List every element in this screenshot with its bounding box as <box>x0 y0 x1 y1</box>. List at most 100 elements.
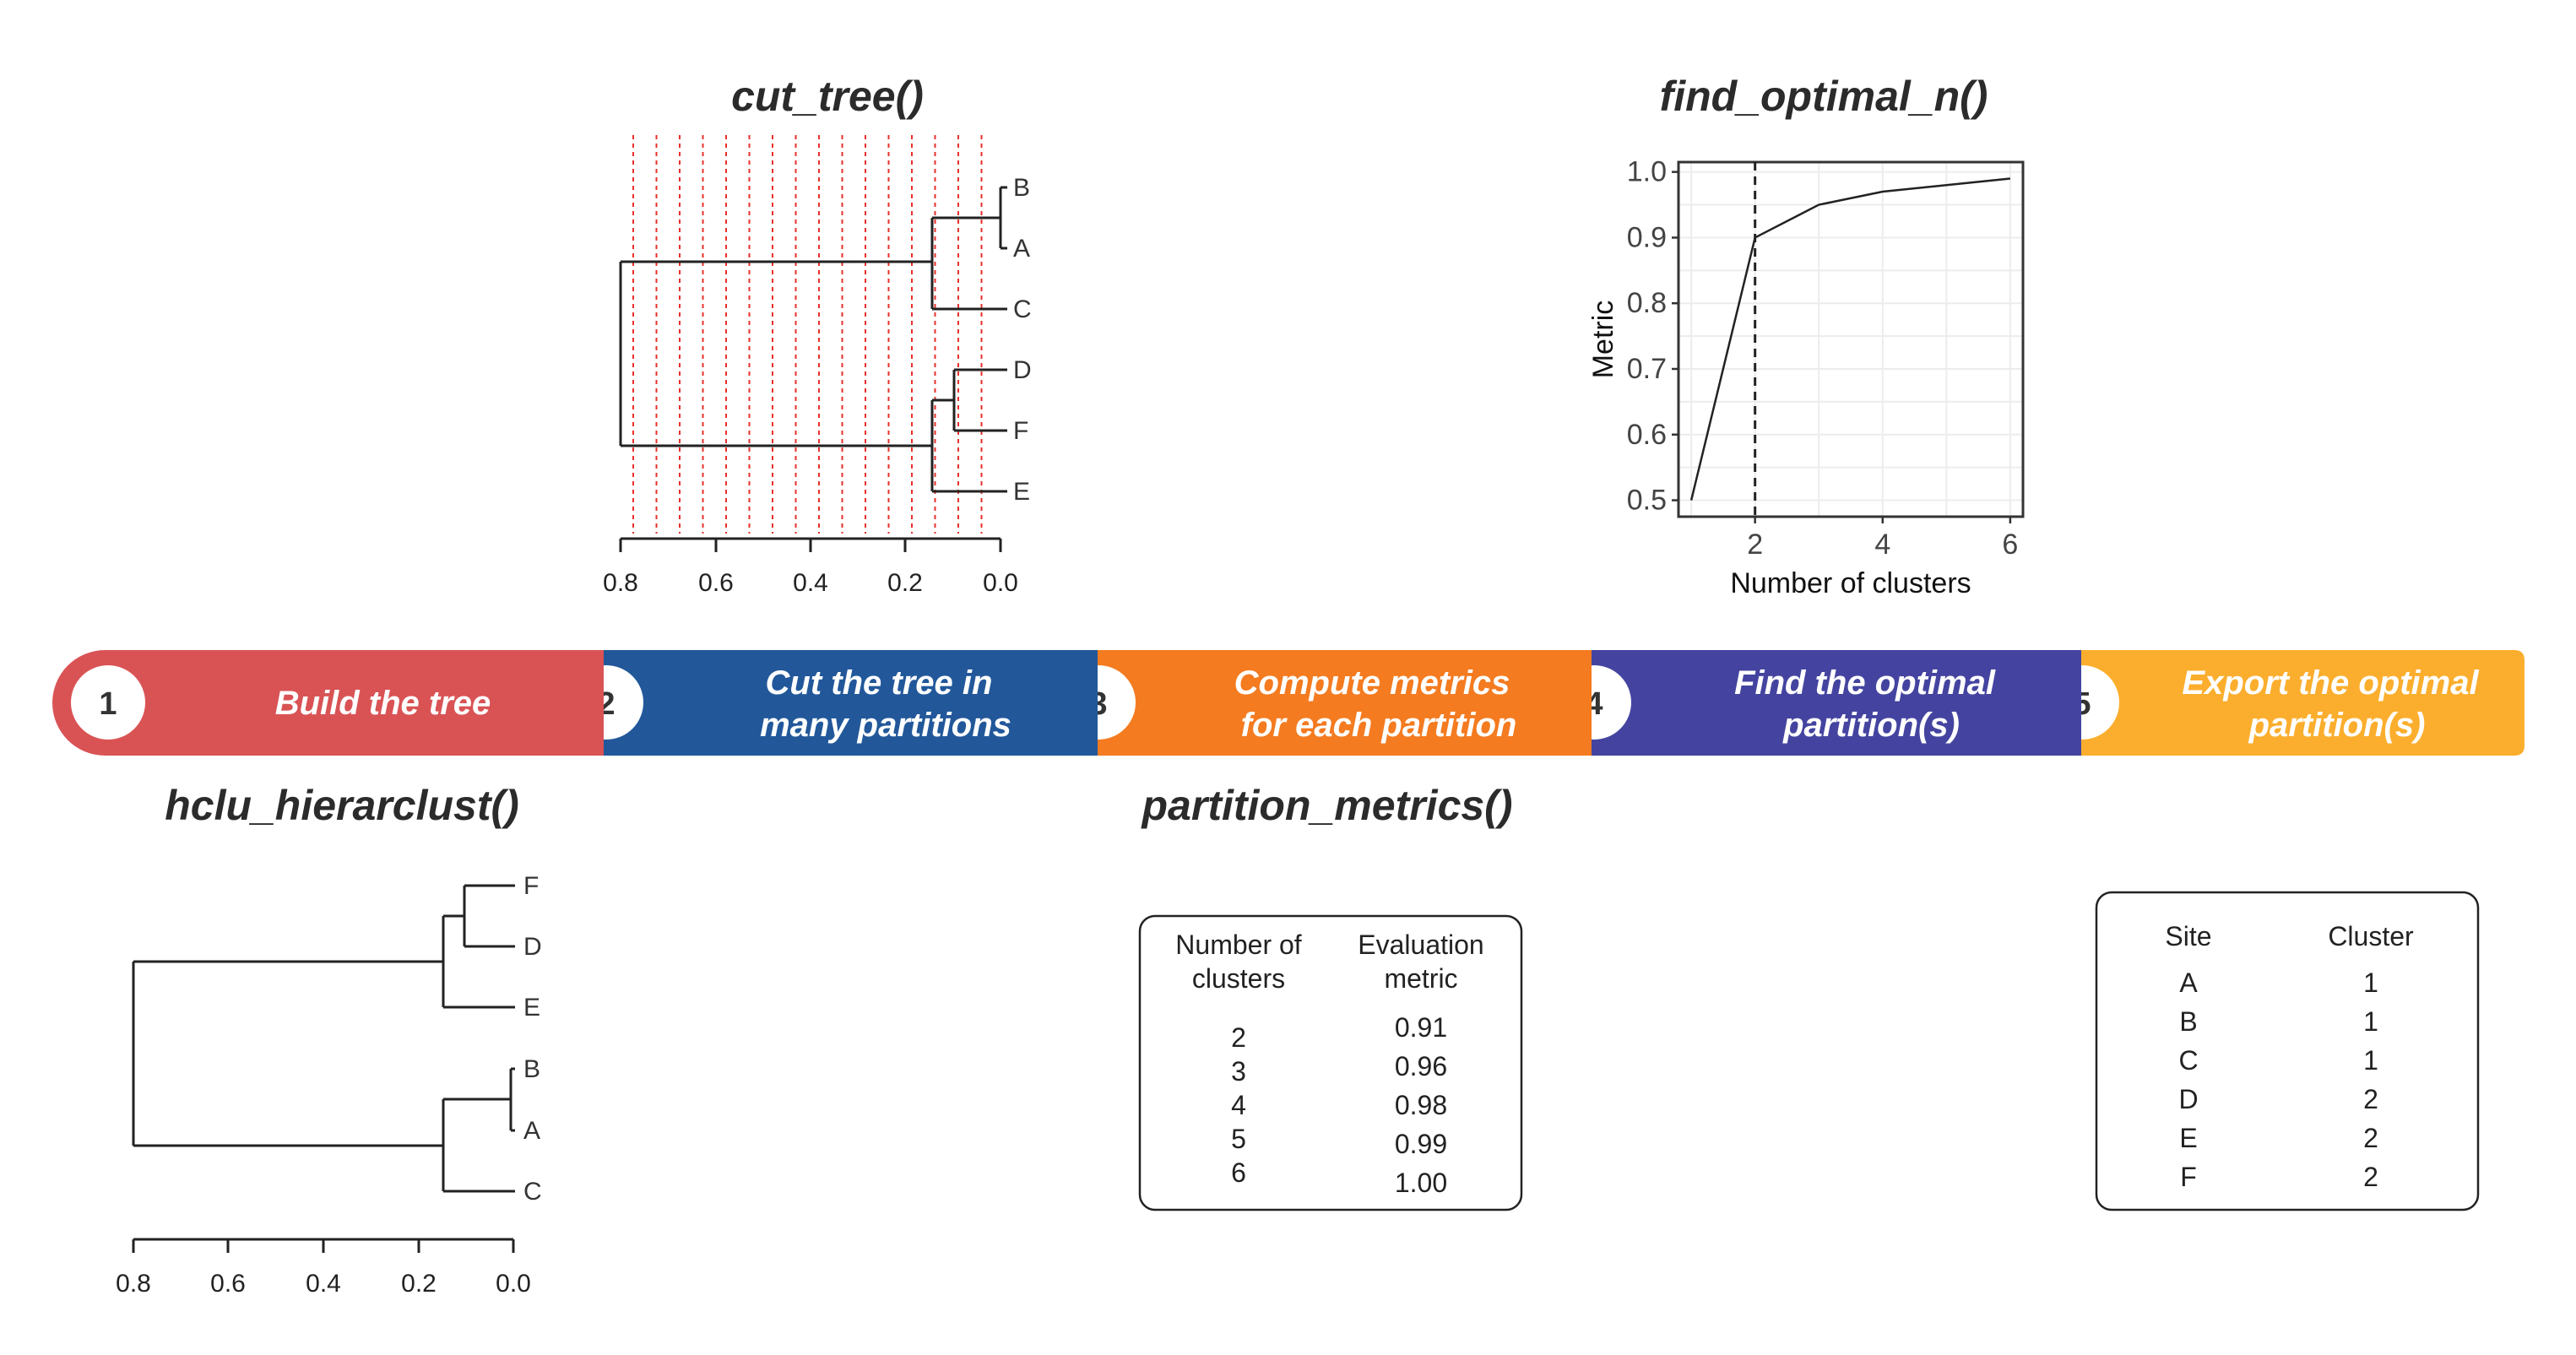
leaf-label: C <box>1013 295 1032 323</box>
leaf-label: A <box>1013 235 1030 263</box>
metric-chart: 0.5 0.6 0.7 0.8 0.9 1.0 2 4 6 Number of clusters… <box>1587 156 2025 599</box>
export-table-border <box>2095 891 2480 1211</box>
axis-tick-label: 0.8 <box>116 1270 151 1298</box>
y-tick-label: 1.0 <box>1627 156 1667 188</box>
step-1: 1 Build the tree <box>52 650 605 756</box>
leaf-label: F <box>523 872 539 900</box>
x-axis-label: Number of clusters <box>1730 567 1971 599</box>
export-header: Cluster <box>2328 921 2414 951</box>
axis-tick-label: 0.0 <box>983 569 1018 597</box>
hclu-dendrogram: F D E B A C 0.8 0.6 0.4 0.2 0.0 <box>116 872 542 1298</box>
y-tick-label: 0.5 <box>1627 485 1667 517</box>
cut-tree-title: cut_tree() <box>731 73 924 120</box>
metrics-cell: 1.00 <box>1395 1168 1447 1198</box>
export-cell: 1 <box>2363 1006 2378 1037</box>
export-header: Site <box>2165 921 2211 951</box>
metrics-header: Evaluation <box>1358 930 1483 960</box>
axis-tick-label: 0.6 <box>210 1270 246 1298</box>
metrics-header: Number of <box>1175 930 1302 960</box>
y-tick-label: 0.7 <box>1627 353 1667 385</box>
y-tick-label: 0.8 <box>1627 287 1667 319</box>
step-band <box>550 650 1098 756</box>
step-number: 1 <box>99 686 117 722</box>
axis-tick-label: 0.4 <box>306 1270 341 1298</box>
axis-tick-label: 0.2 <box>887 569 923 597</box>
metrics-cell: 4 <box>1231 1090 1246 1120</box>
leaf-label: D <box>1013 356 1032 384</box>
step-band <box>1043 650 1592 756</box>
metric-line <box>1689 177 2011 501</box>
leaf-label: D <box>523 933 542 961</box>
step-number-badge <box>71 665 145 740</box>
metrics-header: clusters <box>1192 963 1285 994</box>
partition-metrics-title: partition_metrics() <box>1142 782 1513 829</box>
y-tick-label: 0.9 <box>1627 221 1667 253</box>
step-label: Compute metrics <box>1234 664 1510 702</box>
chart-grid <box>1678 162 2023 517</box>
export-cell: E <box>2179 1123 2197 1153</box>
leaf-label: E <box>1013 478 1030 506</box>
metrics-cell: 0.98 <box>1395 1090 1447 1120</box>
step-label: partition(s) <box>1782 707 1960 744</box>
step-label: for each partition <box>1241 707 1517 744</box>
step-band <box>1538 650 2081 756</box>
step-label: Find the optimal <box>1734 664 1996 702</box>
metrics-cell: 3 <box>1231 1056 1246 1087</box>
metrics-table-border <box>1138 914 1523 1211</box>
metrics-cell: 2 <box>1231 1022 1246 1053</box>
dendrogram-branches <box>619 186 1007 552</box>
export-cell: D <box>2178 1084 2198 1114</box>
axis-tick-label: 0.8 <box>603 569 638 597</box>
leaf-label: E <box>523 994 540 1022</box>
x-tick-label: 2 <box>1747 528 1763 561</box>
step-label: Export the optimal <box>2182 664 2479 702</box>
step-label: many partitions <box>760 707 1011 744</box>
y-axis-label: Metric <box>1587 301 1619 379</box>
cut-tree-dendrogram: B A C D F E 0.8 0.6 0.4 0.2 0.0 <box>603 135 1032 597</box>
axis-tick-label: 0.4 <box>793 569 828 597</box>
x-tick-label: 4 <box>1874 528 1890 561</box>
export-cell: 1 <box>2363 1045 2378 1076</box>
step-label: Build the tree <box>275 685 491 722</box>
leaf-label: C <box>523 1178 542 1206</box>
export-cell: B <box>2179 1006 2197 1037</box>
metrics-table: Number of clusters Evaluation metric 2 0… <box>1138 914 1523 1211</box>
hclu-title: hclu_hierarclust() <box>165 782 519 829</box>
export-cell: 2 <box>2363 1123 2378 1153</box>
metrics-header: metric <box>1384 963 1457 994</box>
leaf-label: B <box>1013 174 1030 202</box>
find-optimal-title: find_optimal_n() <box>1659 73 1988 120</box>
cut-lines <box>632 135 983 534</box>
step-label: Cut the tree in <box>766 664 993 702</box>
metrics-cell: 0.91 <box>1395 1012 1447 1043</box>
export-cell: F <box>2180 1162 2197 1192</box>
metrics-cell: 5 <box>1231 1124 1246 1154</box>
leaf-label: F <box>1013 417 1028 445</box>
leaf-label: A <box>523 1117 540 1145</box>
step-band <box>52 650 605 756</box>
metrics-cell: 0.96 <box>1395 1051 1447 1081</box>
dendrogram-branches <box>132 884 515 1253</box>
export-table: Site Cluster A 1 B 1 C 1 D 2 E 2 F 2 <box>2095 891 2480 1211</box>
chart-ticks: 0.5 0.6 0.7 0.8 0.9 1.0 2 4 6 <box>1627 156 2019 561</box>
metrics-cell: 6 <box>1231 1157 1246 1188</box>
export-cell: A <box>2179 967 2198 998</box>
axis-tick-label: 0.2 <box>401 1270 437 1298</box>
leaf-label: B <box>523 1055 540 1083</box>
metrics-cell: 0.99 <box>1395 1129 1447 1159</box>
axis-tick-label: 0.0 <box>496 1270 531 1298</box>
x-tick-label: 6 <box>2002 528 2018 561</box>
axis-tick-label: 0.6 <box>698 569 734 597</box>
step-band <box>2026 650 2524 756</box>
export-cell: 1 <box>2363 967 2378 998</box>
export-cell: C <box>2178 1045 2198 1076</box>
step-label: partition(s) <box>2248 707 2426 744</box>
export-cell: 2 <box>2363 1084 2378 1114</box>
plot-panel <box>1677 160 2025 518</box>
